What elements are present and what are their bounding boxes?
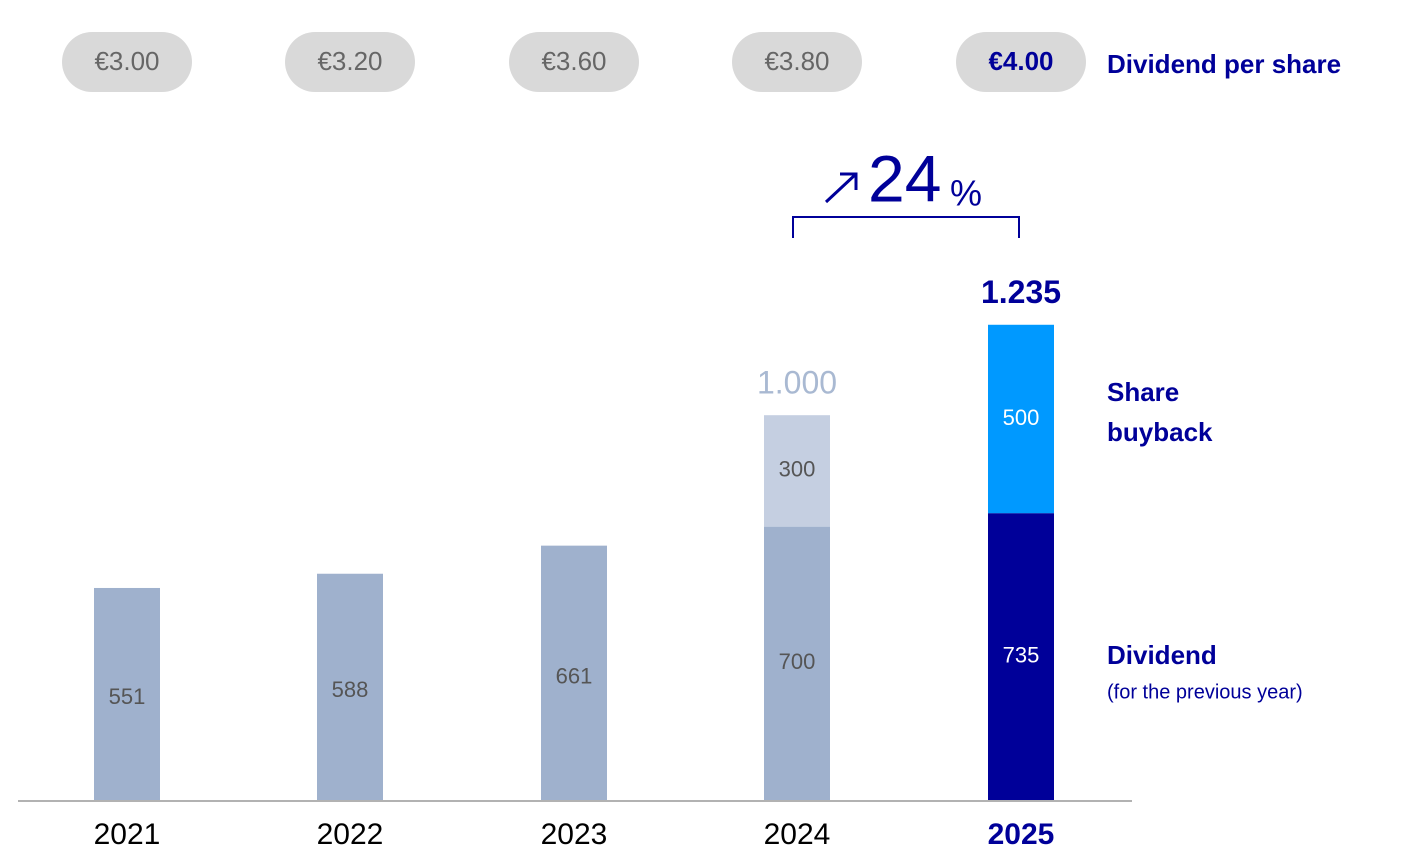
dps-title: Dividend per share bbox=[1107, 49, 1341, 79]
bar-segment bbox=[94, 587, 160, 800]
legend-buyback: Share buyback bbox=[1107, 377, 1213, 447]
x-tick-label: 2025 bbox=[988, 818, 1055, 851]
value-label: 661 bbox=[556, 664, 593, 689]
bracket bbox=[792, 216, 1020, 238]
dps-label: €3.80 bbox=[764, 46, 829, 76]
value-label: 500 bbox=[1003, 405, 1040, 430]
dps-label: €3.20 bbox=[317, 46, 382, 76]
bar-segment bbox=[317, 573, 383, 800]
total-label: 1.235 bbox=[981, 274, 1061, 310]
dps-pill bbox=[62, 32, 192, 92]
value-label: 551 bbox=[109, 684, 146, 709]
legend-note: (for the previous year) bbox=[1107, 681, 1303, 703]
dps-pill bbox=[956, 32, 1086, 92]
x-tick-label: 2021 bbox=[94, 818, 161, 851]
bar-segment bbox=[988, 324, 1054, 514]
value-label: 700 bbox=[779, 649, 816, 674]
total-label: 1.000 bbox=[757, 365, 837, 401]
value-label: 735 bbox=[1003, 642, 1040, 667]
dps-label: €4.00 bbox=[988, 46, 1053, 76]
value-label: 300 bbox=[779, 457, 816, 482]
bar-segment bbox=[988, 513, 1054, 800]
dps-pill bbox=[285, 32, 415, 92]
value-label: 588 bbox=[332, 677, 369, 702]
bar-segment bbox=[764, 415, 830, 527]
dps-label: €3.00 bbox=[94, 46, 159, 76]
x-tick-label: 2022 bbox=[317, 818, 384, 851]
arrow-icon bbox=[824, 172, 858, 204]
dps-pill bbox=[732, 32, 862, 92]
growth-unit: % bbox=[950, 173, 982, 214]
legend-dividend: Dividend bbox=[1107, 640, 1217, 670]
x-tick-label: 2023 bbox=[541, 818, 608, 851]
x-tick-label: 2024 bbox=[764, 818, 831, 851]
bar-segment bbox=[541, 545, 607, 800]
dps-label: €3.60 bbox=[541, 46, 606, 76]
bar-segment bbox=[764, 526, 830, 800]
growth-value: 24 bbox=[868, 141, 941, 215]
dps-pill bbox=[509, 32, 639, 92]
